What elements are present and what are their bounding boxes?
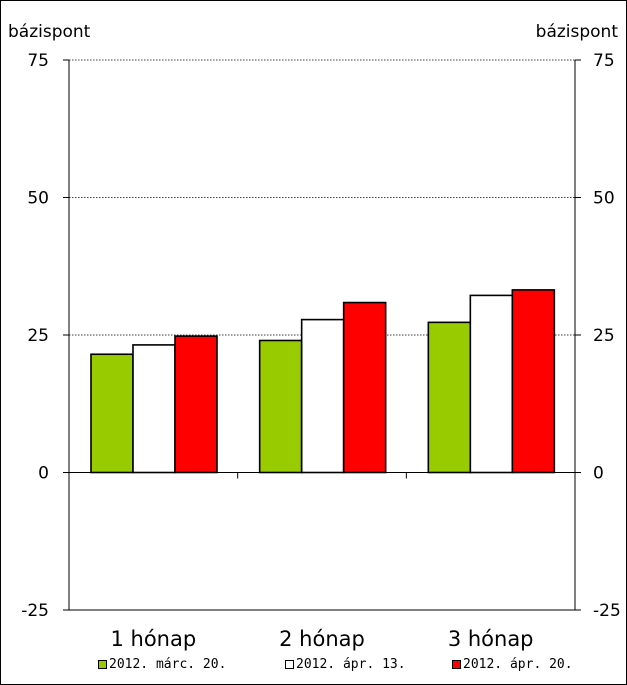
- y-tick-label-right: -25: [593, 601, 621, 621]
- bar-series: [90, 289, 556, 474]
- legend: 2012. márc. 20. 2012. ápr. 13. 2012. ápr. …: [1, 657, 626, 679]
- y-tick-label-left: -25: [21, 601, 49, 621]
- bar-1-1: [90, 353, 134, 474]
- bar-3-1: [174, 335, 218, 474]
- bar-2-1: [132, 344, 176, 474]
- y-tick-label-left: 25: [27, 326, 49, 346]
- bar-3-2: [342, 301, 387, 474]
- bar-1-2: [258, 339, 303, 474]
- legend-swatch: [285, 660, 294, 669]
- bar-2-2: [300, 318, 345, 474]
- bar-3-3: [511, 289, 556, 474]
- legend-item-1: 2012. márc. 20.: [98, 657, 226, 672]
- y-tick-label-right: 25: [593, 326, 615, 346]
- legend-swatch: [98, 660, 107, 669]
- bar-2-3: [469, 294, 514, 474]
- y-ticks-right: -25 0 25 50 75: [575, 51, 621, 621]
- gridlines: [69, 59, 575, 336]
- legend-item-3: 2012. ápr. 20.: [452, 657, 573, 672]
- y-tick-label-left: 0: [38, 464, 49, 484]
- y-ticks-left: -25 0 25 50 75: [21, 51, 69, 621]
- category-label: 3 hónap: [448, 627, 534, 651]
- category-label: 1 hónap: [110, 627, 196, 651]
- y-tick-label-right: 75: [593, 51, 615, 71]
- bar-1-3: [427, 321, 472, 474]
- y-tick-label-left: 75: [27, 51, 49, 71]
- category-labels: 1 hónap 2 hónap 3 hónap: [110, 627, 533, 651]
- legend-label: 2012. márc. 20.: [109, 657, 227, 672]
- left-unit-label: bázispont: [8, 22, 91, 42]
- category-label: 2 hónap: [279, 627, 365, 651]
- right-unit-label: bázispont: [536, 22, 619, 42]
- legend-swatch: [452, 660, 461, 669]
- y-tick-label-left: 50: [27, 189, 49, 209]
- y-tick-label-right: 50: [593, 189, 615, 209]
- y-tick-label-right: 0: [593, 464, 604, 484]
- legend-item-2: 2012. ápr. 13.: [285, 657, 406, 672]
- legend-label: 2012. ápr. 13.: [296, 657, 406, 672]
- legend-label: 2012. ápr. 20.: [463, 657, 573, 672]
